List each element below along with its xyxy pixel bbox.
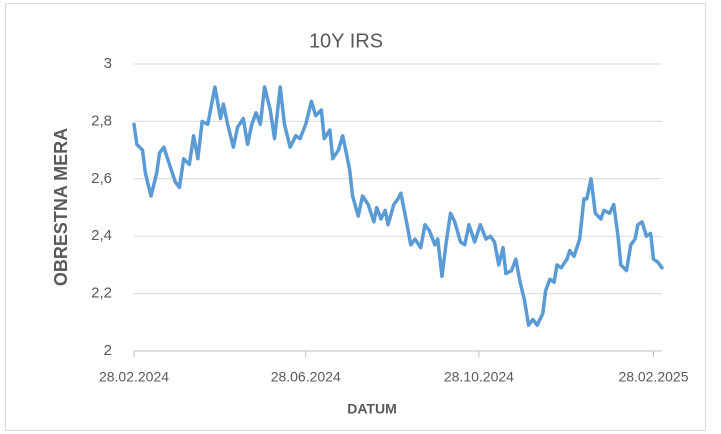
y-tick-label: 2,8 <box>91 112 112 129</box>
chart-title: 10Y IRS <box>309 30 383 52</box>
y-tick-label: 2 <box>104 342 112 359</box>
x-axis-label: DATUM <box>347 401 397 417</box>
x-tick-label: 28.02.2025 <box>618 369 688 385</box>
y-tick-label: 2,6 <box>91 170 112 187</box>
y-tick-label: 2,2 <box>91 285 112 302</box>
y-axis-label: OBRESTNA MERA <box>51 128 71 286</box>
y-tick-label: 3 <box>104 55 112 72</box>
x-tick-label: 28.02.2024 <box>99 369 169 385</box>
x-tick-label: 28.06.2024 <box>271 369 341 385</box>
y-tick-label: 2,4 <box>91 227 112 244</box>
x-tick-label: 28.10.2024 <box>444 369 514 385</box>
chart-frame <box>5 3 706 431</box>
line-series <box>132 85 664 327</box>
